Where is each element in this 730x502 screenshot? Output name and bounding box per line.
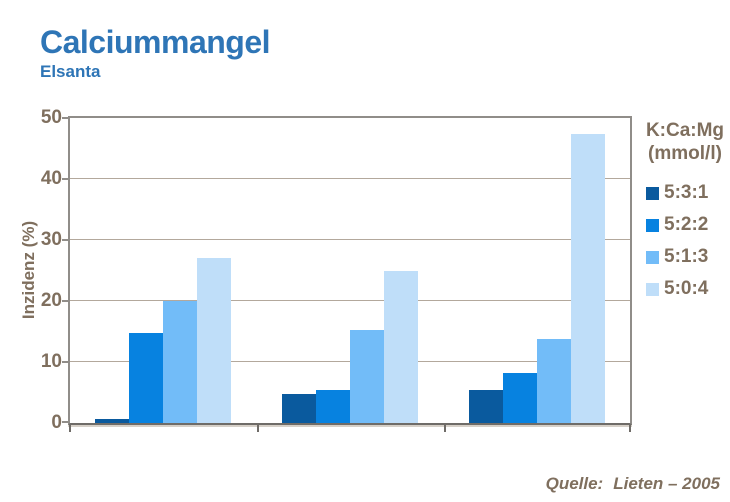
legend-title-line1: K:Ca:Mg (645, 120, 725, 141)
legend-swatch (646, 186, 659, 200)
bar-group (95, 258, 231, 423)
y-tick-label: 40 (40, 168, 62, 189)
legend-label: 5:2:2 (664, 214, 709, 235)
y-axis-tick-mark (62, 178, 69, 180)
bar-5:3:1 (95, 419, 129, 423)
source-citation: Quelle: Lieten – 2005 (546, 474, 720, 494)
page-title: Calciummangel (40, 24, 271, 60)
bar-5:0:4 (571, 134, 605, 423)
y-axis-tick-mark (62, 300, 69, 302)
y-axis-tick-mark (62, 239, 69, 241)
y-axis-tick-mark (62, 421, 69, 423)
y-tick-label: 20 (40, 290, 62, 311)
gridline (70, 239, 630, 240)
x-axis-tick-mark (629, 425, 631, 432)
legend-item: 5:2:2 (640, 209, 730, 241)
page-subtitle: Elsanta (40, 62, 101, 81)
legend-swatch (646, 250, 659, 264)
y-axis-tick-mark (62, 117, 69, 119)
bar-5:1:3 (350, 329, 384, 423)
y-axis-tick-mark (62, 361, 69, 363)
bar-5:3:1 (469, 390, 503, 423)
x-axis-tick-mark (444, 425, 446, 432)
bar-5:2:2 (316, 390, 350, 423)
legend-item: 5:1:3 (640, 241, 730, 273)
gridline (70, 300, 630, 301)
chart-legend: K:Ca:Mg (mmol/l) 5:3:1 5:2:2 5:1:3 5:0:4 (640, 119, 730, 305)
x-axis-tick-mark (257, 425, 259, 432)
source-value: Lieten – 2005 (613, 474, 720, 493)
gridline (70, 178, 630, 179)
legend-swatch (646, 282, 659, 296)
bar-5:2:2 (129, 332, 163, 423)
bar-group (282, 270, 418, 423)
bar-5:0:4 (384, 270, 418, 423)
legend-label: 5:1:3 (664, 246, 709, 267)
legend-title: K:Ca:Mg (mmol/l) (640, 119, 730, 165)
bar-5:1:3 (537, 338, 571, 423)
legend-label: 5:3:1 (664, 182, 709, 203)
bar-5:3:1 (282, 393, 316, 423)
source-label: Quelle: (545, 474, 604, 493)
legend-item: 5:3:1 (640, 177, 730, 209)
y-axis-ticks: 0 10 20 30 40 50 (0, 108, 62, 433)
plot-area (62, 116, 632, 432)
bar-group (469, 134, 605, 423)
legend-title-line2: (mmol/l) (648, 143, 722, 164)
legend-swatch (646, 218, 659, 232)
y-tick-label: 0 (51, 412, 62, 433)
y-tick-label: 50 (40, 107, 62, 128)
legend-item: 5:0:4 (640, 273, 730, 305)
x-axis-tick-mark (69, 425, 71, 432)
legend-label: 5:0:4 (664, 278, 709, 299)
bar-5:0:4 (197, 258, 231, 423)
y-tick-label: 30 (40, 229, 62, 250)
bar-5:1:3 (163, 301, 197, 423)
legend-items: 5:3:1 5:2:2 5:1:3 5:0:4 (640, 177, 730, 305)
bar-5:2:2 (503, 372, 537, 423)
y-tick-label: 10 (40, 351, 62, 372)
